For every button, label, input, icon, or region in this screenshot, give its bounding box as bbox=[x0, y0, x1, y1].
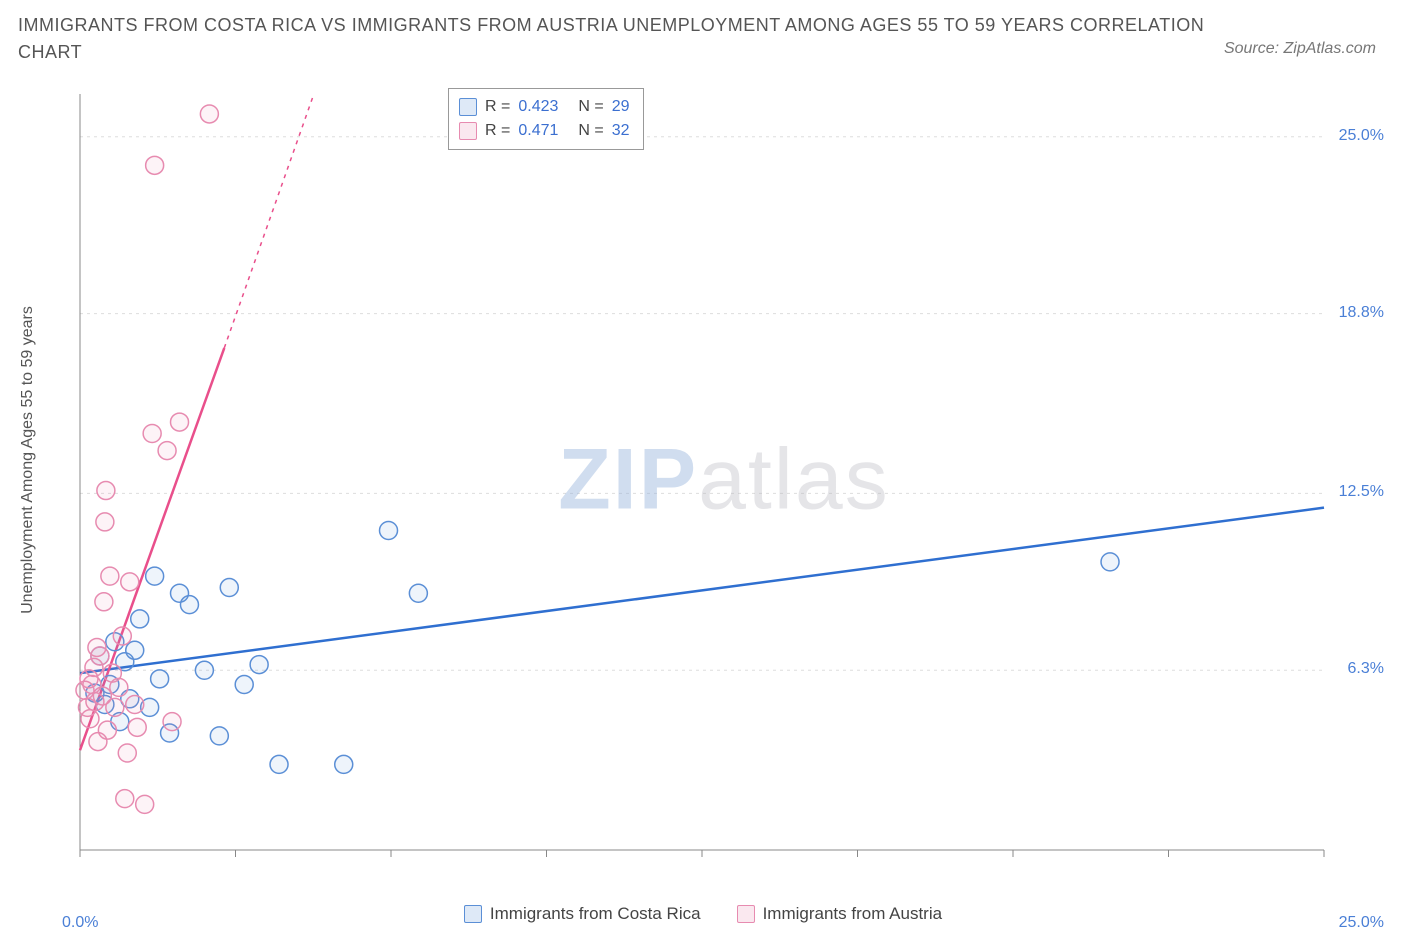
source-label: Source: bbox=[1224, 40, 1284, 57]
y-tick-label: 25.0% bbox=[1339, 127, 1384, 145]
swatch-costa-rica bbox=[459, 98, 477, 116]
x-tick-min: 0.0% bbox=[62, 914, 98, 930]
r-value-austria: 0.471 bbox=[518, 122, 570, 140]
r-label: R = bbox=[485, 122, 510, 140]
chart-title: IMMIGRANTS FROM COSTA RICA VS IMMIGRANTS… bbox=[18, 12, 1226, 66]
stats-legend: R = 0.423 N = 29 R = 0.471 N = 32 bbox=[448, 88, 644, 150]
legend-label-costa-rica: Immigrants from Costa Rica bbox=[490, 904, 701, 924]
stats-row-austria: R = 0.471 N = 32 bbox=[459, 119, 629, 143]
legend-item-costa-rica[interactable]: Immigrants from Costa Rica bbox=[464, 904, 701, 924]
r-label: R = bbox=[485, 98, 510, 116]
swatch-austria bbox=[459, 122, 477, 140]
y-tick-label: 6.3% bbox=[1348, 660, 1384, 678]
chart-svg bbox=[64, 90, 1384, 880]
n-label: N = bbox=[578, 122, 603, 140]
stats-row-costa-rica: R = 0.423 N = 29 bbox=[459, 95, 629, 119]
r-value-costa-rica: 0.423 bbox=[518, 98, 570, 116]
y-tick-label: 12.5% bbox=[1339, 483, 1384, 501]
legend-label-austria: Immigrants from Austria bbox=[763, 904, 943, 924]
series-legend: Immigrants from Costa Rica Immigrants fr… bbox=[0, 904, 1406, 924]
n-value-costa-rica: 29 bbox=[612, 98, 630, 116]
swatch-austria-icon bbox=[737, 905, 755, 923]
y-tick-label: 18.8% bbox=[1339, 304, 1384, 322]
plot-area: ZIPatlas bbox=[64, 90, 1384, 880]
chart-container: IMMIGRANTS FROM COSTA RICA VS IMMIGRANTS… bbox=[0, 0, 1406, 930]
legend-item-austria[interactable]: Immigrants from Austria bbox=[737, 904, 943, 924]
source-link[interactable]: ZipAtlas.com bbox=[1284, 40, 1376, 57]
swatch-costa-rica-icon bbox=[464, 905, 482, 923]
source-attribution: Source: ZipAtlas.com bbox=[1224, 40, 1376, 58]
x-tick-max: 25.0% bbox=[1339, 914, 1384, 930]
n-value-austria: 32 bbox=[612, 122, 630, 140]
n-label: N = bbox=[578, 98, 603, 116]
y-axis-title: Unemployment Among Ages 55 to 59 years bbox=[19, 306, 37, 614]
